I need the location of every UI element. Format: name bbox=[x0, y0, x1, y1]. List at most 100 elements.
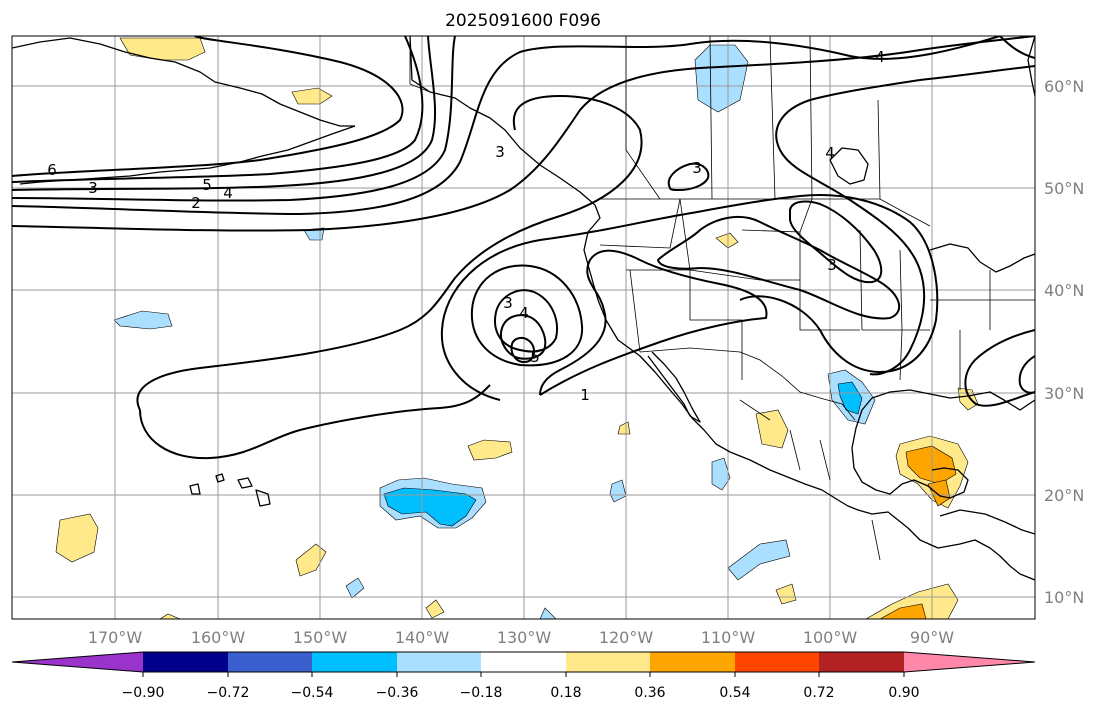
map-panel: 6 5 4 3 2 3 4 5 1 3 4 3 4 3 60°N 50°N 40… bbox=[11, 35, 1084, 647]
positive-anomaly-area bbox=[865, 583, 959, 619]
colorbar-tick-label: −0.36 bbox=[376, 685, 419, 701]
colorbar-segment bbox=[143, 652, 228, 672]
colorbar-overflow-triangle bbox=[904, 652, 1035, 672]
border-us-mexico bbox=[639, 347, 856, 421]
colorbar-segment bbox=[312, 652, 397, 672]
positive-anomaly-area bbox=[617, 421, 631, 435]
contour-line bbox=[12, 36, 456, 202]
colorbar: −0.90 −0.72 −0.54 −0.36 −0.18 0.18 0.36 … bbox=[11, 651, 1036, 701]
contour-line bbox=[494, 289, 558, 353]
colorbar-tick-label: 0.90 bbox=[888, 685, 919, 701]
negative-anomaly-area bbox=[711, 457, 731, 491]
negative-anomaly-area bbox=[609, 479, 627, 503]
lon-label: 120°W bbox=[599, 628, 654, 647]
contour-line bbox=[779, 149, 926, 376]
colorbar-tick-label: −0.18 bbox=[460, 685, 503, 701]
political-borders bbox=[409, 36, 1035, 561]
border-alaska-canada bbox=[409, 36, 431, 93]
lon-label: 110°W bbox=[701, 628, 756, 647]
positive-anomaly-area bbox=[905, 445, 957, 485]
contour-label: 4 bbox=[875, 48, 885, 66]
longitude-labels: 170°W 160°W 150°W 140°W 130°W 120°W 110°… bbox=[88, 628, 954, 647]
contour-line bbox=[500, 314, 547, 360]
contour-line bbox=[667, 162, 710, 191]
coastline-hawaii bbox=[189, 473, 271, 507]
negative-anomaly-area bbox=[383, 487, 477, 527]
contour-label: 4 bbox=[519, 304, 529, 322]
positive-anomaly-area bbox=[715, 232, 739, 249]
lat-label: 20°N bbox=[1044, 486, 1084, 505]
colorbar-tick-label: 0.36 bbox=[634, 685, 665, 701]
colorbar-tick-label: 0.72 bbox=[803, 685, 834, 701]
contour-label: 1 bbox=[580, 386, 590, 404]
contour-line bbox=[1018, 355, 1035, 394]
contour-line bbox=[539, 249, 768, 396]
colorbar-segment bbox=[735, 652, 819, 672]
coastline-gulf-of-mexico bbox=[851, 389, 1035, 499]
lat-label: 30°N bbox=[1044, 384, 1084, 403]
lon-label: 150°W bbox=[293, 628, 348, 647]
colorbar-segment bbox=[481, 652, 566, 672]
border-us-canada bbox=[600, 198, 931, 227]
contour-lines bbox=[12, 36, 1035, 460]
plot-title: 2025091600 F096 bbox=[445, 11, 601, 31]
positive-anomaly-area bbox=[425, 599, 445, 619]
contour-label: 2 bbox=[191, 194, 201, 212]
contour-line bbox=[964, 329, 1035, 407]
contour-line bbox=[139, 384, 491, 460]
colorbar-segment bbox=[228, 652, 312, 672]
positive-anomaly-area bbox=[467, 439, 513, 461]
contour-label: 5 bbox=[530, 348, 540, 366]
contour-line bbox=[12, 36, 404, 177]
positive-anomaly-area bbox=[55, 513, 99, 563]
contour-line bbox=[12, 36, 424, 183]
positive-anomaly-area bbox=[295, 543, 327, 577]
negative-anomaly-area bbox=[113, 310, 173, 330]
contour-line bbox=[999, 36, 1035, 59]
lon-label: 100°W bbox=[803, 628, 858, 647]
negative-anomaly-area bbox=[837, 381, 863, 415]
contour-line bbox=[12, 36, 1035, 232]
contour-label: 5 bbox=[202, 176, 212, 194]
positive-anomaly-area bbox=[755, 409, 789, 449]
lon-label: 130°W bbox=[497, 628, 552, 647]
contour-line bbox=[440, 194, 939, 401]
colorbar-segment bbox=[397, 652, 481, 672]
border-mexico-states bbox=[739, 399, 881, 561]
contour-line bbox=[510, 336, 536, 363]
positive-anomaly-area bbox=[291, 87, 333, 105]
contour-label: 3 bbox=[503, 294, 513, 312]
map-frame bbox=[11, 35, 1036, 620]
coastline-hudson-bay bbox=[829, 147, 869, 185]
negative-anomaly-area bbox=[345, 577, 365, 599]
lat-label: 60°N bbox=[1044, 77, 1084, 96]
negative-anomaly-area bbox=[539, 607, 557, 619]
lat-label: 10°N bbox=[1044, 588, 1084, 607]
lat-label: 50°N bbox=[1044, 179, 1084, 198]
border-canada-provinces bbox=[625, 36, 881, 200]
coastline-cuba bbox=[939, 509, 1035, 535]
contour-label: 3 bbox=[495, 143, 505, 161]
colorbar-tick-label: 0.18 bbox=[550, 685, 581, 701]
colorbar-tick-label: −0.72 bbox=[207, 685, 250, 701]
lon-label: 170°W bbox=[88, 628, 143, 647]
latitude-labels: 60°N 50°N 40°N 30°N 20°N 10°N bbox=[1044, 77, 1084, 607]
colorbar-ticks: −0.90 −0.72 −0.54 −0.36 −0.18 0.18 0.36 … bbox=[122, 672, 920, 701]
lon-label: 140°W bbox=[395, 628, 450, 647]
positive-anomaly-area bbox=[159, 613, 181, 619]
lat-label: 40°N bbox=[1044, 281, 1084, 300]
coastline-greenland-edge bbox=[1027, 36, 1035, 97]
colorbar-tick-label: −0.54 bbox=[291, 685, 334, 701]
colorbar-tick-label: −0.90 bbox=[122, 685, 165, 701]
border-us-states bbox=[599, 198, 1035, 390]
colorbar-underflow-triangle bbox=[12, 652, 143, 672]
contour-label-group: 6 5 4 3 2 3 4 5 1 3 4 3 4 3 bbox=[47, 48, 885, 404]
contour-line bbox=[775, 65, 1035, 151]
contour-label: 6 bbox=[47, 161, 57, 179]
contour-line bbox=[136, 95, 643, 411]
contour-line bbox=[470, 264, 584, 367]
colorbar-segment bbox=[566, 652, 650, 672]
negative-anomaly-area bbox=[727, 539, 791, 581]
coastline-north-america bbox=[409, 36, 1035, 581]
